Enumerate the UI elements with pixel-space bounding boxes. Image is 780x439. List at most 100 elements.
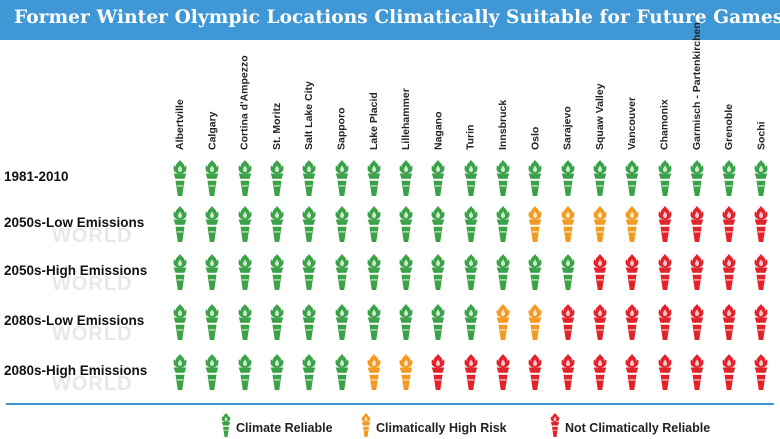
column-label: Innsbruck [497, 99, 509, 150]
column-label: Nagano [432, 111, 445, 150]
legend-divider [6, 403, 774, 405]
torch-icon-not-reliable [593, 354, 607, 390]
torch-icon-not-reliable [690, 354, 704, 390]
column-label: Lake Placid [367, 92, 380, 150]
torch-icon-not-reliable [658, 206, 671, 242]
torch-icon-high-risk [496, 304, 510, 340]
torch-icon-reliable [399, 160, 413, 196]
legend-torch-icon-high-risk [361, 413, 371, 437]
torch-icon-not-reliable [625, 254, 639, 290]
torch-icon-reliable [173, 304, 187, 340]
torch-icon-reliable [431, 254, 445, 290]
torch-icon-reliable [238, 304, 252, 340]
torch-icon-reliable [367, 304, 381, 340]
column-label: Sochi [755, 121, 768, 150]
torch-icon-high-risk [593, 206, 607, 242]
torch-icon-not-reliable [658, 254, 671, 290]
column-label: Vancouver [626, 96, 639, 150]
column-label: Sarajevo [561, 106, 574, 150]
torch-icon-high-risk [528, 206, 542, 242]
torch-icon-not-reliable [690, 254, 704, 290]
column-label: Salt Lake City [303, 81, 316, 150]
torch-icon-reliable [464, 304, 478, 340]
torch-icon-reliable [205, 354, 219, 390]
watermark: WORLD [52, 373, 133, 395]
torch-icon-reliable [367, 254, 381, 290]
column-label: Lillehammer [400, 88, 413, 150]
torch-icon-reliable [399, 304, 413, 340]
torch-icon-not-reliable [431, 354, 445, 390]
torch-icon-reliable [302, 304, 316, 340]
column-label: Garmisch - Partenkirchen [690, 22, 703, 150]
column-label: Sapporo [335, 107, 348, 150]
torch-icon-high-risk [561, 206, 575, 242]
torch-icon-reliable [496, 254, 510, 290]
torch-icon-high-risk [528, 304, 542, 340]
torch-icon-reliable [205, 254, 219, 290]
torch-icon-reliable [431, 304, 445, 340]
torch-icon-reliable [561, 254, 575, 290]
torch-icon-reliable [658, 160, 671, 196]
torch-icon-reliable [302, 254, 316, 290]
torch-icon-not-reliable [754, 206, 768, 242]
torch-icon-reliable [754, 160, 768, 196]
torch-icon-reliable [335, 254, 348, 290]
torch-icon-not-reliable [593, 254, 607, 290]
torch-icon-reliable [593, 160, 607, 196]
torch-icon-reliable [431, 160, 445, 196]
column-label: Chamonix [658, 99, 671, 150]
torch-icon-not-reliable [690, 304, 704, 340]
legend-label: Climatically High Risk [376, 421, 507, 435]
column-label: Oslo [529, 126, 542, 150]
torch-icon-reliable [205, 304, 219, 340]
column-label: St. Moritz [270, 102, 283, 150]
torch-icon-reliable [173, 160, 187, 196]
torch-icon-reliable [464, 254, 478, 290]
torch-icon-reliable [302, 354, 316, 390]
torch-icon-reliable [205, 206, 219, 242]
legend-torch-icon-not-reliable [550, 413, 560, 437]
torch-icon-reliable [496, 206, 510, 242]
torch-icon-not-reliable [690, 206, 704, 242]
torch-icon-not-reliable [464, 354, 478, 390]
torch-icon-reliable [238, 354, 252, 390]
torch-icon-reliable [270, 160, 284, 196]
torch-icon-reliable [335, 160, 348, 196]
torch-icon-not-reliable [561, 304, 575, 340]
legend-label: Not Climatically Reliable [565, 421, 711, 435]
column-label: Albertville [174, 99, 186, 150]
torch-icon-reliable [238, 160, 252, 196]
row-label: 2080s-High Emissions [4, 363, 148, 378]
column-label: Cortina d'Ampezzo [238, 55, 251, 150]
watermark: WORLD [52, 323, 133, 345]
column-label: Calgary [206, 111, 219, 150]
legend-torch-icon-reliable [221, 413, 231, 437]
torch-icon-reliable [205, 160, 219, 196]
torch-icon-reliable [464, 160, 478, 196]
torch-icon-high-risk [367, 354, 381, 390]
torch-icon-not-reliable [754, 354, 768, 390]
torch-icon-reliable [367, 160, 381, 196]
row-label: 2080s-Low Emissions [4, 313, 145, 328]
torch-icon-reliable [238, 254, 252, 290]
watermark: WORLD [52, 273, 133, 295]
torch-icon-reliable [270, 354, 284, 390]
torch-icon-not-reliable [496, 354, 510, 390]
torch-icon-not-reliable [722, 354, 736, 390]
row-label: 2050s-High Emissions [4, 263, 148, 278]
watermark: WORLD [52, 225, 133, 247]
torch-icon-reliable [302, 206, 316, 242]
torch-icon-reliable [270, 254, 284, 290]
torch-icon-reliable [367, 206, 381, 242]
torch-icon-reliable [528, 160, 542, 196]
torch-icon-reliable [270, 206, 284, 242]
torch-icon-reliable [238, 206, 252, 242]
torch-icon-not-reliable [593, 304, 607, 340]
torch-icon-reliable [335, 354, 348, 390]
legend-label: Climate Reliable [236, 421, 333, 435]
torch-icon-not-reliable [625, 304, 639, 340]
row-label: 2050s-Low Emissions [4, 215, 145, 230]
chart-title: Former Winter Olympic Locations Climatic… [14, 7, 780, 28]
torch-icon-not-reliable [754, 304, 768, 340]
torch-icon-not-reliable [658, 304, 671, 340]
